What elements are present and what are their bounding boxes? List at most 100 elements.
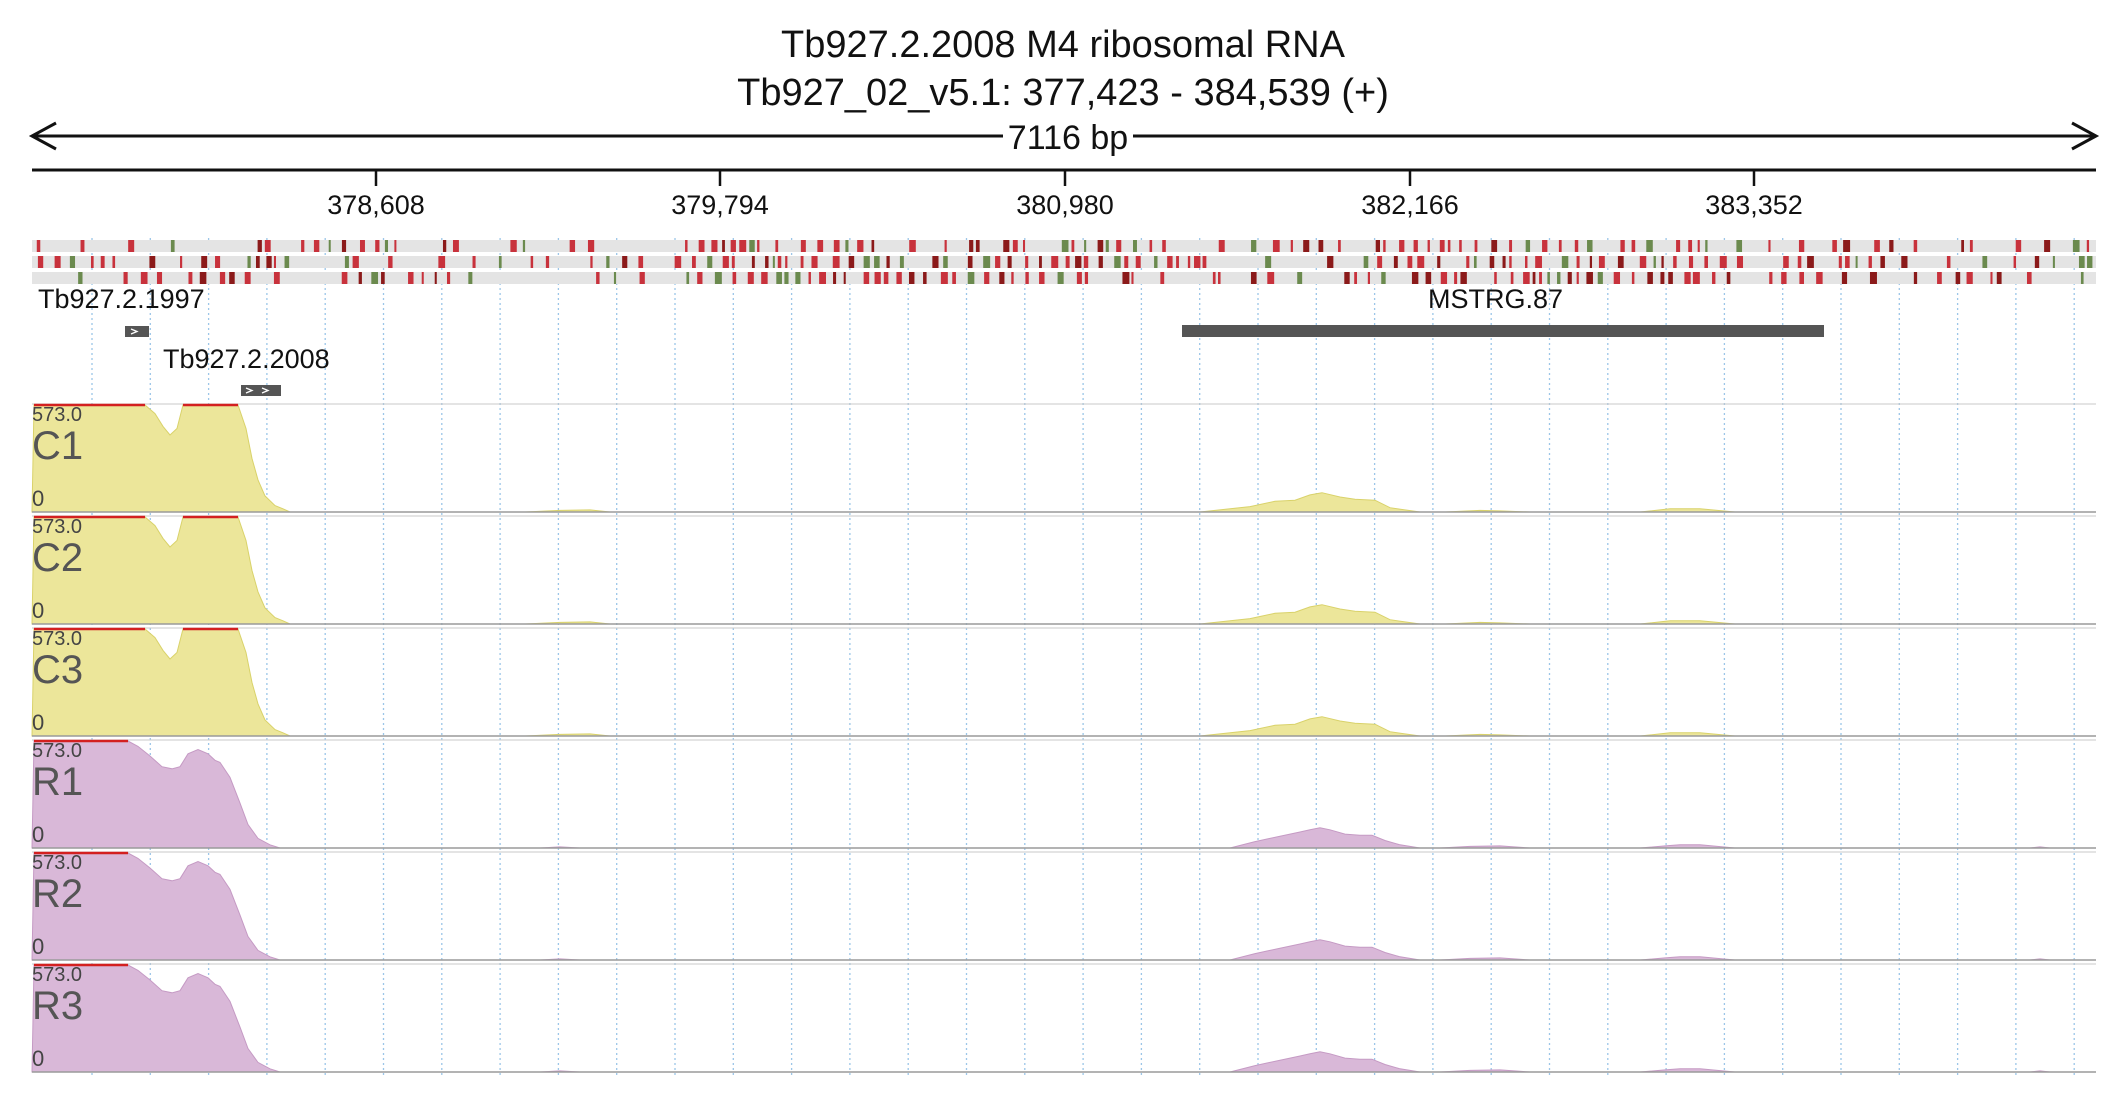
variant-mark <box>765 256 769 268</box>
variant-mark <box>1660 272 1665 284</box>
variant-mark <box>1124 256 1129 268</box>
variant-mark <box>975 240 980 252</box>
variant-mark <box>883 272 889 284</box>
variant-mark <box>1084 240 1087 252</box>
variant-mark <box>943 256 948 268</box>
variant-mark <box>1783 256 1789 268</box>
variant-mark <box>1589 256 1593 268</box>
variant-mark <box>112 256 116 268</box>
variant-mark <box>2080 272 2084 284</box>
variant-mark <box>1272 240 1280 252</box>
variant-mark <box>1532 272 1536 284</box>
variant-mark <box>1167 256 1173 268</box>
variant-mark <box>1843 240 1851 252</box>
track-max-label: 573.0 <box>32 964 83 986</box>
variant-mark <box>832 256 840 268</box>
variant-mark <box>776 272 782 284</box>
variant-mark <box>1202 256 1207 268</box>
variant-mark <box>1525 240 1531 252</box>
variant-mark <box>999 272 1005 284</box>
variant-mark <box>2087 256 2093 268</box>
variant-mark <box>100 256 105 268</box>
span-length-label: 7116 bp <box>1003 118 1133 158</box>
variant-mark <box>886 256 890 268</box>
variant-mark <box>1413 240 1418 252</box>
track-min-label: 0 <box>32 486 45 511</box>
variant-mark <box>1620 240 1625 252</box>
variant-mark <box>692 256 696 268</box>
track-min-label: 0 <box>32 822 45 847</box>
variant-mark <box>969 240 974 252</box>
coverage-track-c1 <box>31 403 2096 513</box>
variant-mark <box>731 256 735 268</box>
variant-mark <box>1768 240 1771 252</box>
variant-mark <box>1466 256 1470 268</box>
variant-mark <box>1039 256 1042 268</box>
variant-mark <box>384 240 389 252</box>
variant-mark <box>1631 240 1636 252</box>
variant-mark <box>1574 240 1579 252</box>
variant-mark <box>1586 272 1593 284</box>
track-name-r2[interactable]: R2 <box>32 872 84 916</box>
variant-mark <box>1327 256 1334 268</box>
track-name-r1[interactable]: R1 <box>32 760 84 804</box>
coverage-area <box>31 740 2096 849</box>
variant-mark <box>284 256 290 268</box>
variant-mark <box>1427 240 1430 252</box>
variant-mark <box>341 272 348 284</box>
variant-mark <box>1692 272 1700 284</box>
variant-mark <box>722 240 725 252</box>
track-name-c2[interactable]: C2 <box>32 536 84 580</box>
variant-mark <box>1576 272 1579 284</box>
variant-mark <box>408 272 414 284</box>
variant-mark <box>722 256 729 268</box>
track-name-r3[interactable]: R3 <box>32 984 84 1028</box>
variant-mark <box>714 272 722 284</box>
variant-mark <box>596 272 600 284</box>
gene-label-tb927-2-2008[interactable]: Tb927.2.2008 <box>163 344 330 374</box>
variant-mark <box>1084 272 1089 284</box>
variant-mark <box>1697 240 1700 252</box>
variant-mark <box>1961 240 1965 252</box>
variant-mark <box>1114 256 1121 268</box>
variant-mark <box>674 256 682 268</box>
variant-mark <box>313 240 320 252</box>
variant-mark <box>180 256 183 268</box>
track-name-c1[interactable]: C1 <box>32 424 84 468</box>
variant-mark <box>1411 272 1419 284</box>
variant-mark <box>78 272 83 284</box>
variant-mark <box>1946 256 1951 268</box>
gene-features <box>125 325 1824 396</box>
gene-feature-tb927-2-2008 <box>241 385 281 396</box>
variant-mark <box>863 256 870 268</box>
variant-mark <box>201 256 208 268</box>
variant-mark <box>1799 272 1804 284</box>
variant-mark <box>775 240 779 252</box>
variant-mark <box>388 256 393 268</box>
gene-label-mstrg-87[interactable]: MSTRG.87 <box>1428 284 1564 314</box>
variant-mark <box>301 240 305 252</box>
variant-mark <box>1996 272 2002 284</box>
variant-mark <box>1838 256 1842 268</box>
variant-mark <box>1007 256 1012 268</box>
variant-mark <box>1022 240 1026 252</box>
variant-mark <box>273 272 280 284</box>
variant-mark <box>1913 240 1918 252</box>
variant-mark <box>1841 272 1848 284</box>
track-min-label: 0 <box>32 1046 45 1071</box>
gene-label-tb927-2-1997[interactable]: Tb927.2.1997 <box>38 284 205 314</box>
variant-mark <box>932 256 939 268</box>
variant-mark <box>1502 256 1506 268</box>
variant-mark <box>1212 272 1216 284</box>
variant-tracks <box>32 240 2096 284</box>
variant-mark <box>2052 256 2055 268</box>
variant-mark <box>1955 272 1961 284</box>
variant-mark <box>545 256 550 268</box>
variant-mark <box>359 240 365 252</box>
variant-mark <box>352 256 359 268</box>
variant-mark <box>686 272 690 284</box>
ruler-tick-label: 378,608 <box>327 190 425 220</box>
track-name-c3[interactable]: C3 <box>32 648 84 692</box>
variant-mark <box>1437 256 1441 268</box>
variant-mark <box>1011 272 1014 284</box>
